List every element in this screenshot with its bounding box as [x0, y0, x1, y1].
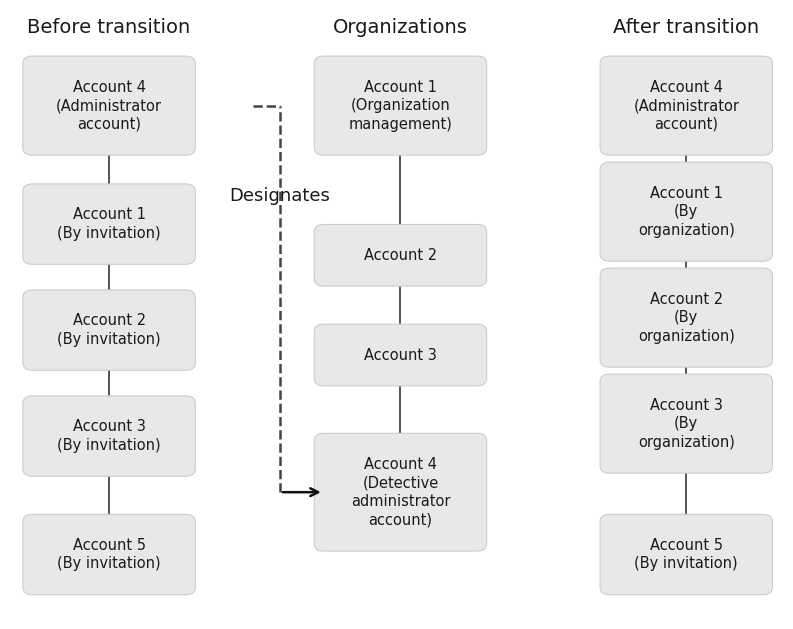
Text: Account 3: Account 3 [364, 348, 437, 362]
Text: Account 2: Account 2 [364, 248, 437, 263]
Text: Account 4
(Detective
administrator
account): Account 4 (Detective administrator accou… [351, 457, 450, 528]
FancyBboxPatch shape [600, 374, 772, 473]
FancyBboxPatch shape [314, 225, 487, 286]
Text: Account 3
(By
organization): Account 3 (By organization) [638, 398, 735, 450]
FancyBboxPatch shape [314, 56, 487, 155]
FancyBboxPatch shape [23, 184, 195, 264]
FancyBboxPatch shape [23, 56, 195, 155]
Text: Account 4
(Administrator
account): Account 4 (Administrator account) [634, 79, 739, 131]
Text: Account 1
(By
organization): Account 1 (By organization) [638, 186, 735, 238]
FancyBboxPatch shape [23, 396, 195, 476]
FancyBboxPatch shape [600, 56, 772, 155]
FancyBboxPatch shape [600, 162, 772, 261]
Text: Organizations: Organizations [333, 18, 468, 37]
Text: Designates: Designates [229, 187, 331, 205]
Text: Account 5
(By invitation): Account 5 (By invitation) [634, 538, 738, 571]
Text: Account 1
(By invitation): Account 1 (By invitation) [57, 208, 161, 241]
FancyBboxPatch shape [314, 433, 487, 551]
Text: Account 2
(By
organization): Account 2 (By organization) [638, 291, 735, 343]
FancyBboxPatch shape [23, 515, 195, 595]
FancyBboxPatch shape [23, 290, 195, 370]
Text: Account 1
(Organization
management): Account 1 (Organization management) [348, 79, 452, 131]
Text: Account 2
(By invitation): Account 2 (By invitation) [57, 313, 161, 347]
FancyBboxPatch shape [600, 515, 772, 595]
Text: Account 3
(By invitation): Account 3 (By invitation) [57, 420, 161, 453]
Text: Before transition: Before transition [28, 18, 190, 37]
Text: Account 5
(By invitation): Account 5 (By invitation) [57, 538, 161, 571]
Text: After transition: After transition [613, 18, 760, 37]
FancyBboxPatch shape [314, 324, 487, 386]
Text: Account 4
(Administrator
account): Account 4 (Administrator account) [56, 79, 162, 131]
FancyBboxPatch shape [600, 268, 772, 367]
